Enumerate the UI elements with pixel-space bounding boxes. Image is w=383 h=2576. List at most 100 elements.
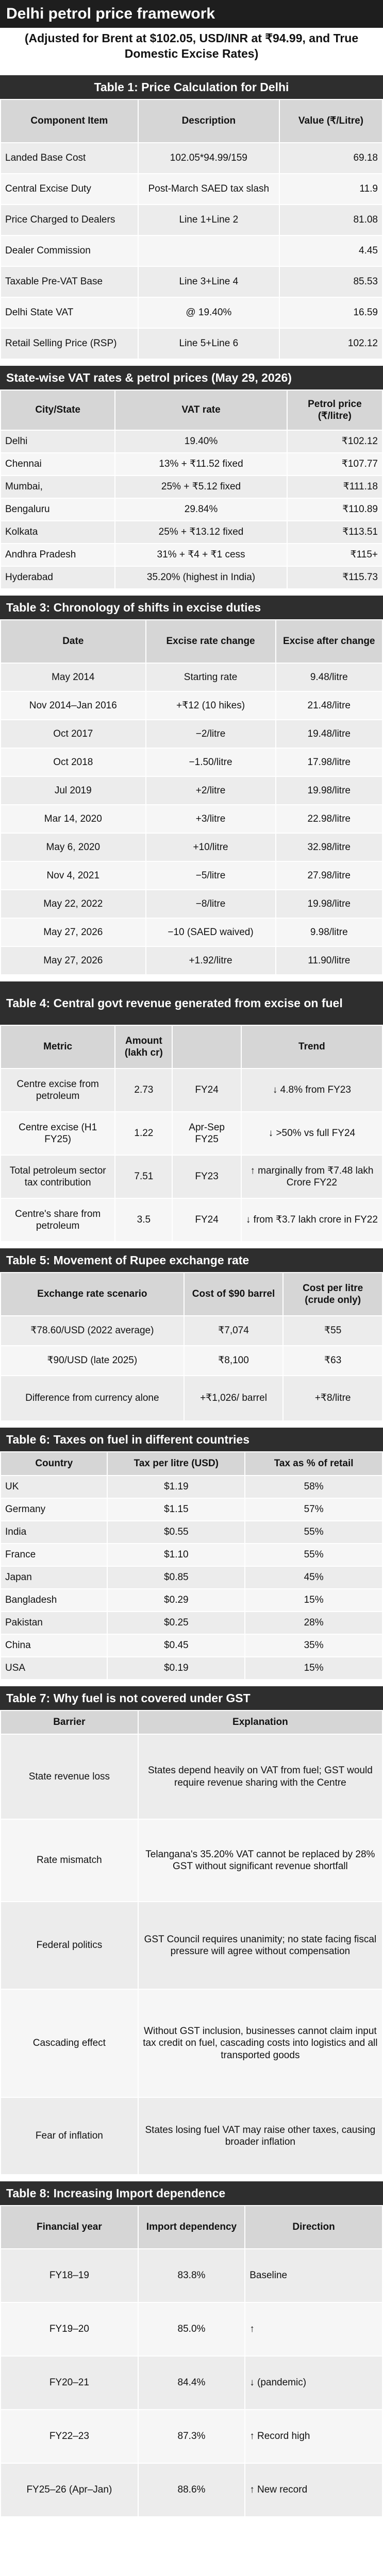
- table-cell: Line 5+Line 6: [137, 328, 280, 360]
- table-cell: Pakistan: [0, 1611, 108, 1635]
- table-cell: Delhi State VAT: [0, 297, 139, 329]
- header-title: Delhi petrol price framework: [0, 0, 383, 28]
- table-cell: Mumbai,: [0, 475, 116, 499]
- table-cell: Telangana's 35.20% VAT cannot be replace…: [137, 1819, 383, 1902]
- header-row: Country Tax per litre (USD) Tax as % of re…: [0, 1451, 383, 1476]
- table-row: France $1.10 55%: [0, 1543, 383, 1567]
- table-cell: Dealer Commission: [0, 235, 139, 267]
- header-subtitle: (Adjusted for Brent at $102.05, USD/INR …: [24, 31, 359, 60]
- table-cell: 87.3%: [137, 2409, 246, 2464]
- table-row: USA $0.19 15%: [0, 1656, 383, 1680]
- table-cell: +10/litre: [145, 833, 276, 862]
- table-head: Country Tax per litre (USD) Tax as % of re…: [0, 1451, 383, 1476]
- table-cell: 35%: [244, 1634, 383, 1657]
- table-row: Mar 14, 2020 +3/litre 22.98/litre: [0, 804, 383, 834]
- table-row: Delhi State VAT @ 19.40% 16.59: [0, 297, 383, 329]
- table-cell: ↑ New record: [244, 2463, 383, 2517]
- table-cell: FY25–26 (Apr–Jan): [0, 2463, 139, 2517]
- table-cell: 27.98/litre: [275, 861, 383, 890]
- table-row: FY22–23 87.3% ↑ Record high: [0, 2409, 383, 2464]
- table-cell: ↓ >50% vs full FY24: [240, 1111, 383, 1156]
- table-row: UK $1.19 58%: [0, 1475, 383, 1499]
- table-cell: −1.50/litre: [145, 748, 276, 777]
- table-cell: 15%: [244, 1588, 383, 1612]
- table-body: May 2014 Starting rate 9.48/litre Nov 2014–…: [0, 663, 383, 975]
- table-cell: +3/litre: [145, 804, 276, 834]
- table-cell: Bengaluru: [0, 498, 116, 521]
- table-cell: Difference from currency alone: [0, 1375, 185, 1421]
- table-cell: 16.59: [278, 297, 383, 329]
- header-row: City/State VAT rate Petrol price (₹/litre): [0, 389, 383, 431]
- table-section: Table 1: Price Calculation for Delhi Comp…: [0, 75, 383, 360]
- table-cell: Nov 4, 2021: [0, 861, 146, 890]
- table-body: UK $1.19 58% Germany $1.15 57% India $0.55 55% Fr…: [0, 1475, 383, 1680]
- column-header: Import dependency: [137, 2205, 246, 2249]
- table-cell: May 27, 2026: [0, 918, 146, 947]
- table-cell: Hyderabad: [0, 566, 116, 589]
- column-header: Excise after change: [275, 619, 383, 664]
- table-cell: ↓ (pandemic): [244, 2355, 383, 2410]
- table-row: FY19–20 85.0% ↑: [0, 2302, 383, 2357]
- column-header: Cost per litre (crude only): [282, 1272, 383, 1316]
- table-cell: $0.85: [107, 1566, 246, 1589]
- table-cell: Bangladesh: [0, 1588, 108, 1612]
- column-header: Excise rate change: [145, 619, 276, 664]
- table-cell: Cascading effect: [0, 1989, 139, 2098]
- table-cell: Oct 2018: [0, 748, 146, 777]
- table-row: State revenue loss States depend heavily …: [0, 1734, 383, 1820]
- table-cell: 15%: [244, 1656, 383, 1680]
- table-row: Delhi 19.40% ₹102.12: [0, 430, 383, 453]
- table-cell: Nov 2014–Jan 2016: [0, 691, 146, 720]
- table-head: Exchange rate scenario Cost of $90 barrel…: [0, 1272, 383, 1316]
- header-row: Barrier Explanation: [0, 1710, 383, 1735]
- table-body: FY18–19 83.8% Baseline FY19–20 85.0% ↑ FY20–21…: [0, 2248, 383, 2517]
- table-row: Chennai 13% + ₹11.52 fixed ₹107.77: [0, 452, 383, 476]
- table-head: Barrier Explanation: [0, 1710, 383, 1735]
- table-row: Oct 2018 −1.50/litre 17.98/litre: [0, 748, 383, 777]
- column-header: Trend: [240, 1025, 383, 1069]
- table-cell: ₹102.12: [286, 430, 383, 453]
- column-header: Petrol price (₹/litre): [286, 389, 383, 431]
- table-cell: Oct 2017: [0, 719, 146, 749]
- column-header: Financial year: [0, 2205, 139, 2249]
- table-cell: 35.20% (highest in India): [114, 566, 288, 589]
- table-row: Fear of inflation States losing fuel VAT …: [0, 2097, 383, 2175]
- table-row: Oct 2017 −2/litre 19.48/litre: [0, 719, 383, 749]
- table-row: Hyderabad 35.20% (highest in India) ₹115.7…: [0, 566, 383, 589]
- table-cell: 17.98/litre: [275, 748, 383, 777]
- table-cell: $1.10: [107, 1543, 246, 1567]
- data-table: Date Excise rate change Excise after chang…: [0, 619, 383, 975]
- table-title: Table 1: Price Calculation for Delhi: [0, 75, 383, 99]
- table-cell: 3.5: [114, 1198, 173, 1242]
- table-body: ₹78.60/USD (2022 average) ₹7,074 ₹55 ₹90/US…: [0, 1315, 383, 1421]
- table-cell: Taxable Pre-VAT Base: [0, 266, 139, 298]
- table-cell: Apr-Sep FY25: [172, 1111, 242, 1156]
- table-cell: May 22, 2022: [0, 889, 146, 919]
- table-cell: ₹115.73: [286, 566, 383, 589]
- table-cell: 11.90/litre: [275, 946, 383, 975]
- table-row: ₹78.60/USD (2022 average) ₹7,074 ₹55: [0, 1315, 383, 1346]
- table-cell: $1.15: [107, 1498, 246, 1521]
- table-cell: 69.18: [278, 142, 383, 174]
- table-row: Kolkata 25% + ₹13.12 fixed ₹113.51: [0, 520, 383, 544]
- table-cell: Federal politics: [0, 1901, 139, 1990]
- table-cell: May 6, 2020: [0, 833, 146, 862]
- table-cell: Landed Base Cost: [0, 142, 139, 174]
- column-header: Date: [0, 619, 146, 664]
- column-header: Value (₹/Litre): [278, 99, 383, 143]
- table-cell: FY18–19: [0, 2248, 139, 2303]
- table-head: Component Item Description Value (₹/Litre): [0, 99, 383, 143]
- table-body: Centre excise from petroleum 2.73 FY24 ↓ 4.…: [0, 1068, 383, 1242]
- table-cell: Retail Selling Price (RSP): [0, 328, 139, 360]
- table-cell: Post-March SAED tax slash: [137, 173, 280, 205]
- table-title: Table 8: Increasing Import dependence: [0, 2181, 383, 2205]
- table-body: Delhi 19.40% ₹102.12 Chennai 13% + ₹11.52 fi…: [0, 430, 383, 589]
- table-cell: Delhi: [0, 430, 116, 453]
- table-cell: ↓ from ₹3.7 lakh crore in FY22: [240, 1198, 383, 1242]
- table-cell: 32.98/litre: [275, 833, 383, 862]
- table-row: Centre excise (H1 FY25) 1.22 Apr-Sep FY25 ↓…: [0, 1111, 383, 1156]
- table-cell: Centre excise from petroleum: [0, 1068, 116, 1112]
- table-row: Bangladesh $0.29 15%: [0, 1588, 383, 1612]
- table-row: India $0.55 55%: [0, 1520, 383, 1544]
